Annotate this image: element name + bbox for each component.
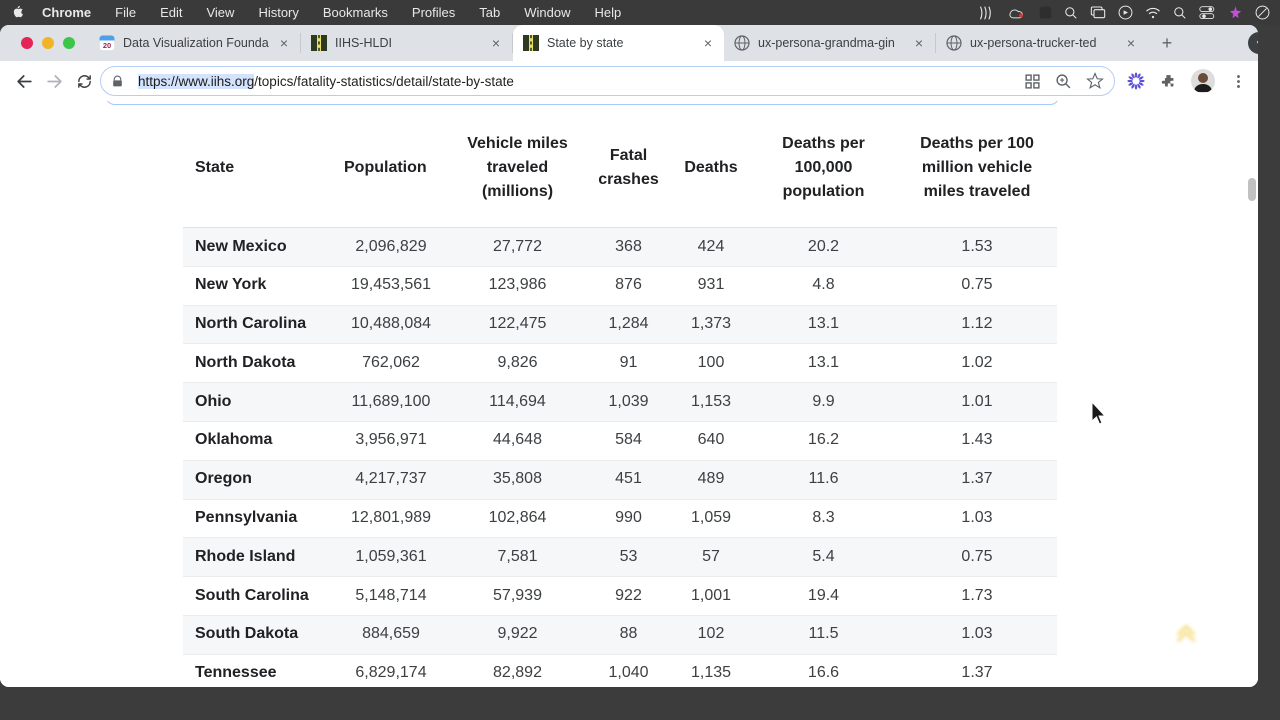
svg-text:20: 20 [103, 41, 111, 50]
